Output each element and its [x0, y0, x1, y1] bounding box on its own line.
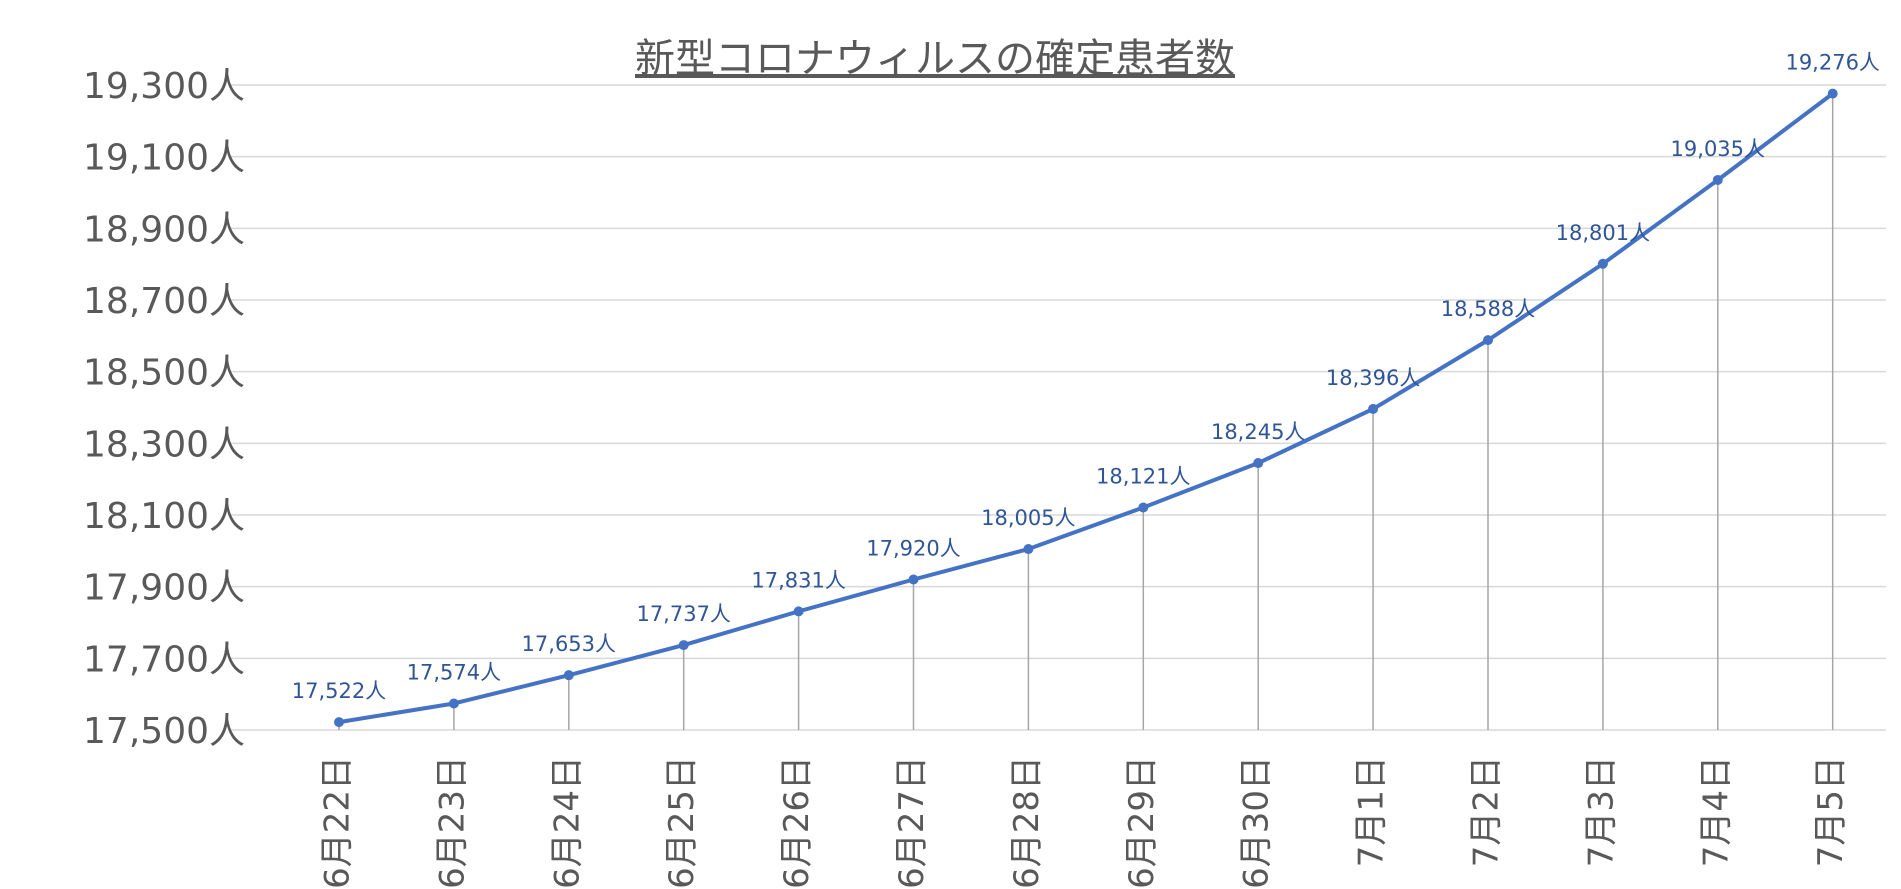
data-label: 18,396人 [1326, 366, 1420, 390]
x-tick-label: 6月23日 [432, 756, 472, 889]
x-tick-label: 7月3日 [1581, 756, 1621, 867]
data-label: 17,737人 [636, 602, 730, 626]
data-label: 19,035人 [1671, 137, 1765, 161]
data-point [334, 717, 344, 728]
x-tick-label: 6月29日 [1122, 756, 1162, 889]
data-point [1023, 544, 1034, 555]
x-axis-ticks: 6月22日 6月23日 6月24日 6月25日 6月26日 6月27日 6月28日 6月29日… [318, 756, 1852, 889]
y-tick-label: 18,700人 [83, 281, 245, 322]
x-tick-label: 6月24日 [547, 756, 587, 889]
chart-title: 新型コロナウィルスの確定患者数 [635, 36, 1235, 82]
data-label: 18,588人 [1441, 297, 1535, 321]
data-point [793, 606, 804, 617]
data-label: 17,522人 [292, 679, 386, 703]
y-tick-label: 19,100人 [83, 138, 245, 179]
y-tick-label: 18,300人 [83, 424, 245, 465]
data-label: 18,801人 [1556, 221, 1650, 245]
data-point [1368, 403, 1379, 414]
y-tick-label: 17,500人 [83, 711, 245, 752]
x-tick-label: 7月5日 [1811, 756, 1851, 867]
data-point [1827, 88, 1838, 99]
data-label: 18,121人 [1096, 464, 1190, 488]
x-tick-label: 6月25日 [662, 756, 702, 889]
data-labels: 17,522人 17,574人 17,653人 17,737人 17,831人 17,92… [292, 51, 1880, 704]
data-point [678, 640, 689, 651]
y-tick-label: 17,900人 [83, 568, 245, 609]
data-point [563, 670, 574, 681]
data-point [1597, 258, 1608, 269]
data-point [1712, 174, 1723, 185]
x-tick-label: 7月4日 [1696, 756, 1736, 867]
data-label: 17,831人 [751, 568, 845, 592]
x-tick-label: 6月30日 [1237, 756, 1277, 889]
y-tick-label: 18,100人 [83, 496, 245, 537]
series-line [337, 91, 1835, 725]
gridlines [229, 84, 1886, 731]
y-tick-label: 18,500人 [83, 353, 245, 394]
data-label: 17,653人 [522, 632, 616, 656]
y-tick-label: 19,300人 [83, 66, 245, 107]
y-tick-label: 18,900人 [83, 209, 245, 250]
data-point [1253, 458, 1264, 469]
x-tick-label: 7月2日 [1467, 756, 1507, 867]
data-label: 17,920人 [866, 537, 960, 561]
data-label: 18,245人 [1211, 420, 1305, 444]
x-tick-label: 7月1日 [1352, 756, 1392, 867]
data-point [1483, 335, 1493, 346]
x-tick-label: 6月28日 [1007, 756, 1047, 889]
y-axis-ticks: 17,500人 17,700人 17,900人 18,100人 18,300人 18,50… [83, 66, 245, 752]
data-point [1138, 502, 1149, 513]
data-label: 19,276人 [1785, 51, 1879, 75]
x-tick-label: 6月22日 [318, 756, 358, 889]
y-tick-label: 17,700人 [83, 639, 245, 680]
drop-lines [338, 93, 1834, 730]
series-layer [334, 88, 1838, 728]
data-point [448, 698, 459, 709]
x-tick-label: 6月27日 [892, 756, 932, 889]
x-tick-label: 6月26日 [777, 756, 817, 889]
data-point [908, 574, 919, 585]
data-label: 18,005人 [981, 506, 1075, 530]
data-label: 17,574人 [407, 660, 501, 684]
